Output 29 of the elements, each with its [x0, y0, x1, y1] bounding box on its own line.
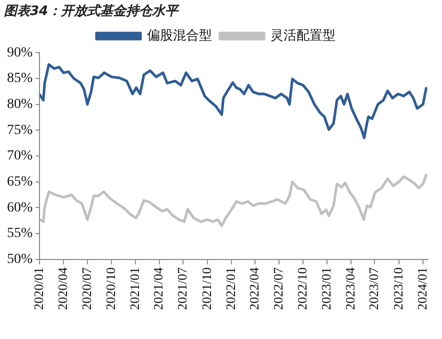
y-tick-label: 75% — [6, 122, 33, 138]
x-tick-label: 2022/10 — [294, 267, 310, 310]
y-tick-label: 55% — [6, 226, 33, 242]
chart-title: 图表34：开放式基金持仓水平 — [4, 3, 180, 20]
x-tick-label: 2022/04 — [246, 266, 262, 310]
x-tick-label: 2022/01 — [222, 267, 238, 310]
x-tick-label: 2023/01 — [318, 267, 334, 310]
x-tick-label: 2022/07 — [270, 266, 286, 310]
x-tick-label: 2021/01 — [127, 267, 142, 310]
y-tick-label: 85% — [6, 71, 33, 86]
x-tick-label: 2021/10 — [198, 267, 214, 310]
x-tick-label: 2020/01 — [31, 267, 46, 310]
x-tick-label: 2021/07 — [174, 266, 190, 310]
y-tick-label: 90% — [6, 45, 33, 60]
legend-label: 灵活配置型 — [270, 28, 336, 43]
x-tick-label: 2020/04 — [54, 266, 70, 310]
x-tick-label: 2024/01 — [414, 267, 430, 310]
x-tick-label: 2023/07 — [366, 266, 382, 310]
y-tick-label: 60% — [6, 200, 33, 216]
y-tick-label: 50% — [6, 252, 33, 268]
x-tick-label: 2023/04 — [342, 266, 358, 310]
y-tick-label: 70% — [6, 148, 33, 164]
x-tick-label: 2023/10 — [390, 267, 406, 310]
x-tick-label: 2021/04 — [150, 266, 166, 310]
y-tick-label: 80% — [6, 96, 33, 112]
y-tick-label: 65% — [6, 174, 33, 190]
legend-label: 偏股混合型 — [147, 28, 212, 43]
x-tick-label: 2020/07 — [78, 266, 94, 310]
x-tick-label: 2020/10 — [102, 267, 118, 310]
